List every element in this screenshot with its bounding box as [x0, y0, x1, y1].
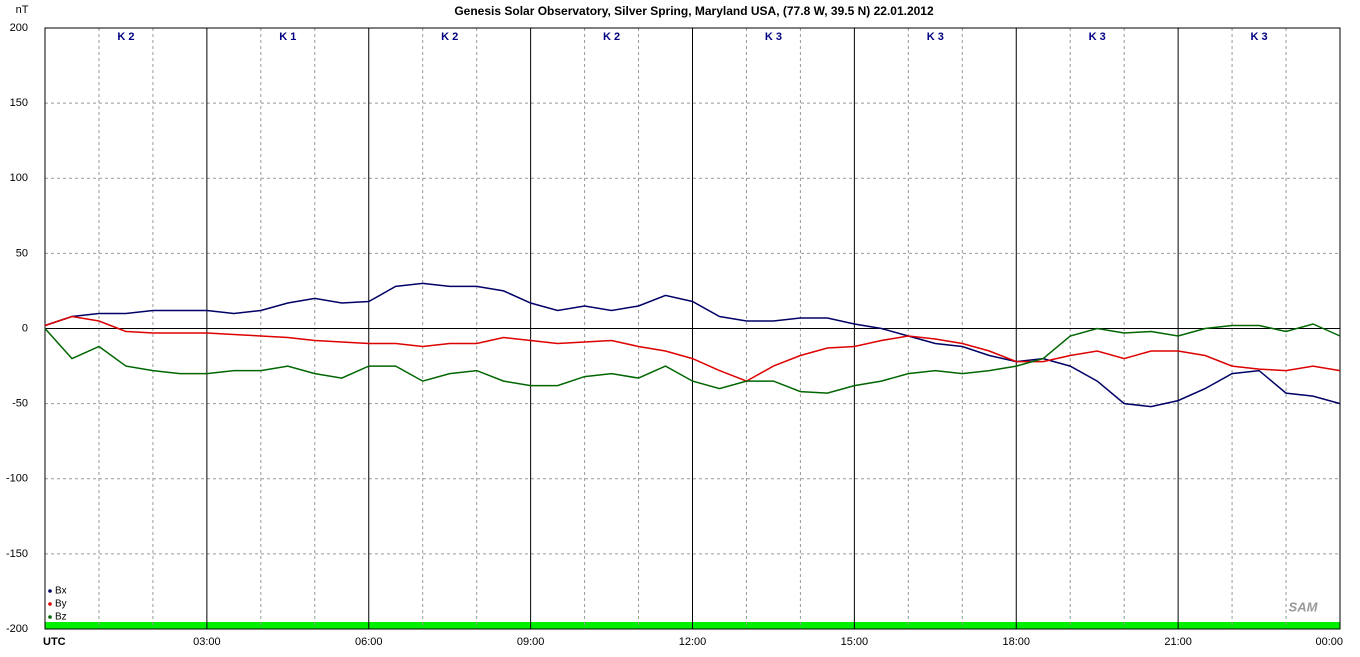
series-line — [44, 282, 1341, 408]
x-tick-label: 18:00 — [1002, 636, 1030, 648]
x-tick-label: 00:00 — [1315, 636, 1343, 648]
y-tick-label: -50 — [12, 398, 28, 410]
legend-label: Bx — [55, 586, 67, 597]
y-tick-label: 0 — [22, 322, 28, 334]
y-tick-label: 50 — [16, 247, 28, 259]
x-tick-label: 12:00 — [679, 636, 707, 648]
x-tick-label: UTC — [43, 636, 66, 648]
x-tick-label: 21:00 — [1164, 636, 1192, 648]
y-tick-label: 100 — [10, 172, 28, 184]
x-tick-label: 06:00 — [355, 636, 383, 648]
k-index-label: K 2 — [441, 31, 458, 43]
k-index-label: K 3 — [927, 31, 944, 43]
legend-label: By — [55, 599, 67, 610]
y-tick-label: 150 — [10, 97, 28, 109]
y-tick-label: -150 — [6, 548, 28, 560]
k-index-label: K 2 — [603, 31, 620, 43]
logo: SAM — [1289, 599, 1319, 614]
k-index-label: K 2 — [117, 31, 134, 43]
chart-title: Genesis Solar Observatory, Silver Spring… — [454, 4, 934, 18]
k-index-label: K 3 — [1251, 31, 1268, 43]
y-tick-label: -200 — [6, 623, 28, 635]
y-axis-label: nT — [16, 4, 29, 16]
legend-marker — [48, 589, 52, 593]
k-index-label: K 3 — [765, 31, 782, 43]
k-index-label: K 3 — [1089, 31, 1106, 43]
legend-marker — [48, 602, 52, 606]
legend-label: Bz — [55, 612, 67, 623]
series-line — [44, 323, 1341, 394]
y-tick-label: -100 — [6, 473, 28, 485]
y-tick-label: 200 — [10, 22, 28, 34]
x-tick-label: 09:00 — [517, 636, 545, 648]
x-tick-label: 03:00 — [193, 636, 221, 648]
series-line — [44, 315, 1341, 382]
x-tick-label: 15:00 — [841, 636, 869, 648]
legend-marker — [48, 615, 52, 619]
k-index-label: K 1 — [279, 31, 296, 43]
